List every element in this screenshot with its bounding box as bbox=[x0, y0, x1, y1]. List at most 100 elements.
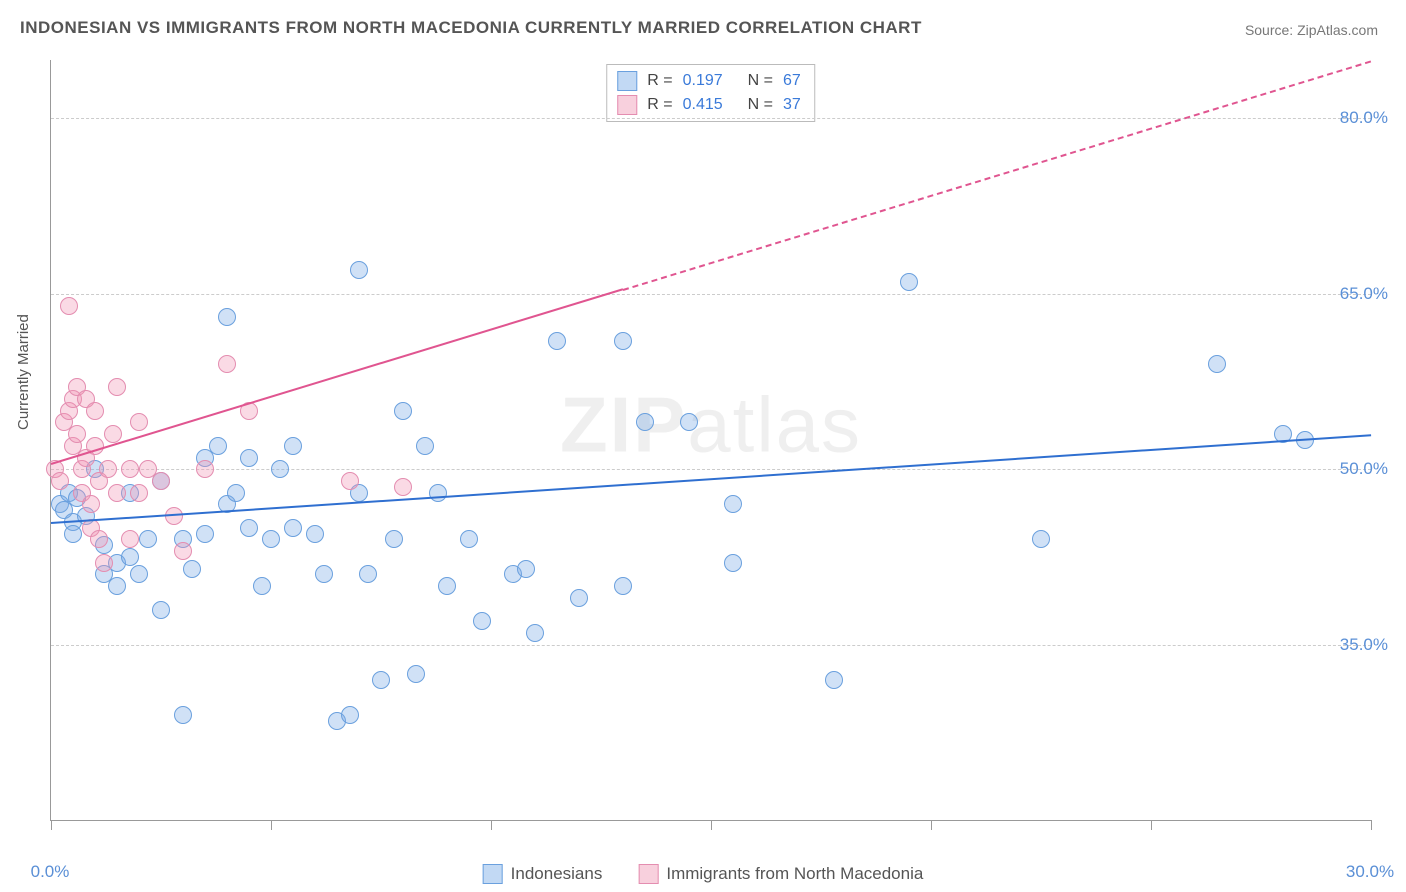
y-tick-label: 35.0% bbox=[1340, 635, 1388, 655]
scatter-point bbox=[174, 706, 192, 724]
legend-row: R =0.197N =67 bbox=[617, 69, 800, 93]
scatter-point bbox=[680, 413, 698, 431]
y-tick-label: 80.0% bbox=[1340, 108, 1388, 128]
x-tick bbox=[711, 820, 712, 830]
legend-swatch bbox=[617, 95, 637, 115]
scatter-point bbox=[429, 484, 447, 502]
plot-area: ZIPatlas R =0.197N =67R =0.415N =37 bbox=[50, 60, 1371, 821]
scatter-point bbox=[240, 519, 258, 537]
scatter-point bbox=[636, 413, 654, 431]
x-tick bbox=[1371, 820, 1372, 830]
scatter-point bbox=[548, 332, 566, 350]
scatter-point bbox=[218, 355, 236, 373]
gridline bbox=[51, 294, 1371, 295]
scatter-point bbox=[900, 273, 918, 291]
legend-series: Indonesians Immigrants from North Macedon… bbox=[483, 864, 924, 884]
legend-item-label: Immigrants from North Macedonia bbox=[666, 864, 923, 884]
scatter-point bbox=[51, 472, 69, 490]
gridline bbox=[51, 469, 1371, 470]
scatter-point bbox=[130, 565, 148, 583]
x-tick bbox=[1151, 820, 1152, 830]
scatter-point bbox=[60, 297, 78, 315]
scatter-point bbox=[724, 495, 742, 513]
scatter-point bbox=[174, 542, 192, 560]
scatter-point bbox=[517, 560, 535, 578]
scatter-point bbox=[570, 589, 588, 607]
scatter-point bbox=[152, 472, 170, 490]
scatter-point bbox=[284, 519, 302, 537]
legend-n-label: N = bbox=[748, 93, 773, 117]
watermark: ZIPatlas bbox=[560, 379, 862, 470]
legend-n-value: 37 bbox=[783, 93, 801, 117]
legend-r-value: 0.197 bbox=[683, 69, 738, 93]
scatter-point bbox=[359, 565, 377, 583]
scatter-point bbox=[121, 460, 139, 478]
scatter-point bbox=[227, 484, 245, 502]
scatter-point bbox=[130, 484, 148, 502]
scatter-point bbox=[306, 525, 324, 543]
scatter-point bbox=[183, 560, 201, 578]
legend-item-label: Indonesians bbox=[511, 864, 603, 884]
scatter-point bbox=[90, 530, 108, 548]
scatter-point bbox=[473, 612, 491, 630]
scatter-point bbox=[315, 565, 333, 583]
scatter-point bbox=[614, 332, 632, 350]
scatter-point bbox=[196, 525, 214, 543]
scatter-point bbox=[108, 378, 126, 396]
scatter-point bbox=[614, 577, 632, 595]
scatter-point bbox=[438, 577, 456, 595]
x-tick-label: 30.0% bbox=[1346, 862, 1394, 882]
scatter-point bbox=[1032, 530, 1050, 548]
y-tick-label: 65.0% bbox=[1340, 284, 1388, 304]
scatter-point bbox=[341, 472, 359, 490]
scatter-point bbox=[372, 671, 390, 689]
scatter-point bbox=[240, 449, 258, 467]
x-tick bbox=[491, 820, 492, 830]
legend-r-label: R = bbox=[647, 69, 672, 93]
legend-r-value: 0.415 bbox=[683, 93, 738, 117]
legend-correlation: R =0.197N =67R =0.415N =37 bbox=[606, 64, 815, 122]
scatter-point bbox=[152, 601, 170, 619]
trend-line bbox=[51, 289, 624, 466]
source-label: Source: ZipAtlas.com bbox=[1245, 22, 1378, 38]
scatter-point bbox=[526, 624, 544, 642]
gridline bbox=[51, 645, 1371, 646]
x-tick bbox=[51, 820, 52, 830]
scatter-point bbox=[196, 460, 214, 478]
scatter-point bbox=[460, 530, 478, 548]
scatter-point bbox=[104, 425, 122, 443]
legend-swatch bbox=[638, 864, 658, 884]
scatter-point bbox=[95, 554, 113, 572]
scatter-point bbox=[394, 402, 412, 420]
gridline bbox=[51, 118, 1371, 119]
scatter-point bbox=[121, 548, 139, 566]
watermark-bold: ZIP bbox=[560, 380, 687, 468]
scatter-point bbox=[271, 460, 289, 478]
scatter-point bbox=[218, 308, 236, 326]
chart-title: INDONESIAN VS IMMIGRANTS FROM NORTH MACE… bbox=[20, 18, 922, 38]
scatter-point bbox=[407, 665, 425, 683]
scatter-point bbox=[64, 525, 82, 543]
scatter-point bbox=[416, 437, 434, 455]
legend-r-label: R = bbox=[647, 93, 672, 117]
scatter-point bbox=[341, 706, 359, 724]
scatter-point bbox=[350, 261, 368, 279]
scatter-point bbox=[253, 577, 271, 595]
scatter-point bbox=[394, 478, 412, 496]
scatter-point bbox=[209, 437, 227, 455]
x-tick bbox=[931, 820, 932, 830]
watermark-rest: atlas bbox=[687, 380, 862, 468]
y-tick-label: 50.0% bbox=[1340, 459, 1388, 479]
scatter-point bbox=[99, 460, 117, 478]
scatter-point bbox=[139, 530, 157, 548]
legend-n-value: 67 bbox=[783, 69, 801, 93]
scatter-point bbox=[262, 530, 280, 548]
legend-item: Immigrants from North Macedonia bbox=[638, 864, 923, 884]
scatter-point bbox=[108, 577, 126, 595]
scatter-point bbox=[130, 413, 148, 431]
scatter-point bbox=[121, 530, 139, 548]
scatter-point bbox=[108, 484, 126, 502]
scatter-point bbox=[86, 402, 104, 420]
legend-item: Indonesians bbox=[483, 864, 603, 884]
legend-swatch bbox=[483, 864, 503, 884]
